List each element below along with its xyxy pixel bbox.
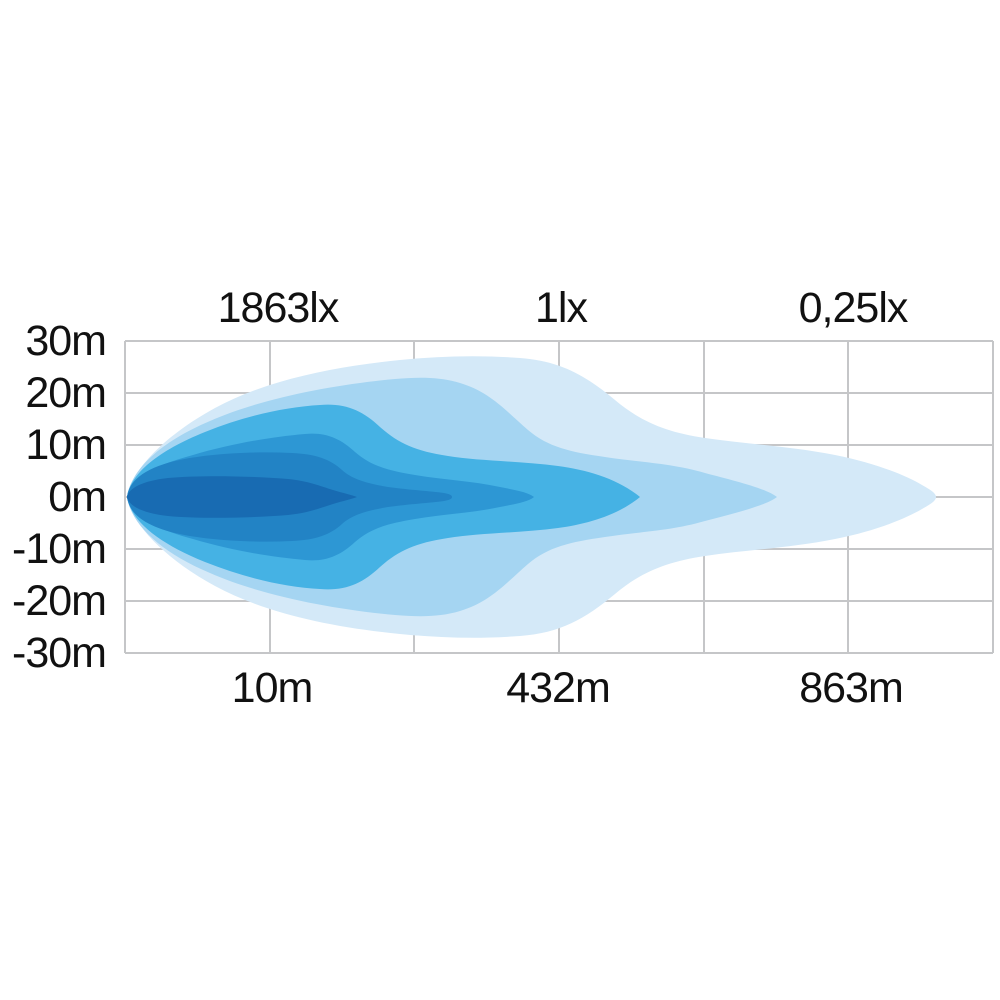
y-tick-neg20m: -20m <box>12 577 107 625</box>
distance-label-432m: 432m <box>506 664 611 712</box>
illuminance-label-1lx: 1lx <box>535 284 588 332</box>
beam-contours <box>127 356 936 638</box>
distance-label-863m: 863m <box>799 664 904 712</box>
y-tick-10m: 10m <box>25 421 107 469</box>
distance-label-10m: 10m <box>231 664 314 712</box>
illuminance-label-1863lx: 1863lx <box>217 284 340 332</box>
illuminance-label-025lx: 0,25lx <box>798 284 909 332</box>
y-tick-20m: 20m <box>25 369 107 417</box>
contour-hotspot <box>127 476 357 518</box>
y-tick-neg30m: -30m <box>12 629 107 677</box>
y-tick-30m: 30m <box>25 317 107 365</box>
y-tick-neg10m: -10m <box>12 525 107 573</box>
y-tick-0m: 0m <box>48 473 107 521</box>
